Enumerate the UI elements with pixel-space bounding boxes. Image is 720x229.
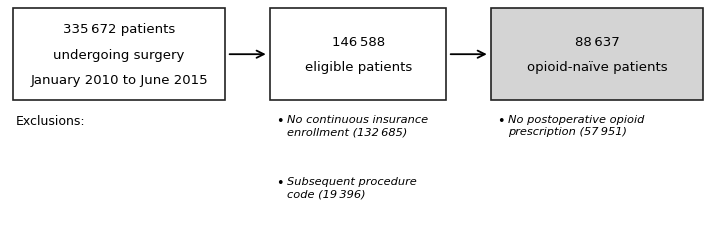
Text: undergoing surgery: undergoing surgery xyxy=(53,49,185,61)
Bar xyxy=(270,9,446,101)
Text: •: • xyxy=(276,114,283,128)
Text: eligible patients: eligible patients xyxy=(305,61,412,74)
Bar xyxy=(13,9,225,101)
Bar xyxy=(491,9,703,101)
Text: 88 637: 88 637 xyxy=(575,36,620,49)
Text: 335 672 patients: 335 672 patients xyxy=(63,23,175,36)
Text: 146 588: 146 588 xyxy=(332,36,384,49)
Text: •: • xyxy=(276,176,283,189)
Text: Subsequent procedure
code (19 396): Subsequent procedure code (19 396) xyxy=(287,176,417,199)
Text: No postoperative opioid
prescription (57 951): No postoperative opioid prescription (57… xyxy=(508,114,644,137)
Text: •: • xyxy=(497,114,504,128)
Text: opioid-naïve patients: opioid-naïve patients xyxy=(527,61,667,74)
Text: Exclusions:: Exclusions: xyxy=(16,114,86,128)
Text: January 2010 to June 2015: January 2010 to June 2015 xyxy=(30,74,208,87)
Text: No continuous insurance
enrollment (132 685): No continuous insurance enrollment (132 … xyxy=(287,114,428,137)
